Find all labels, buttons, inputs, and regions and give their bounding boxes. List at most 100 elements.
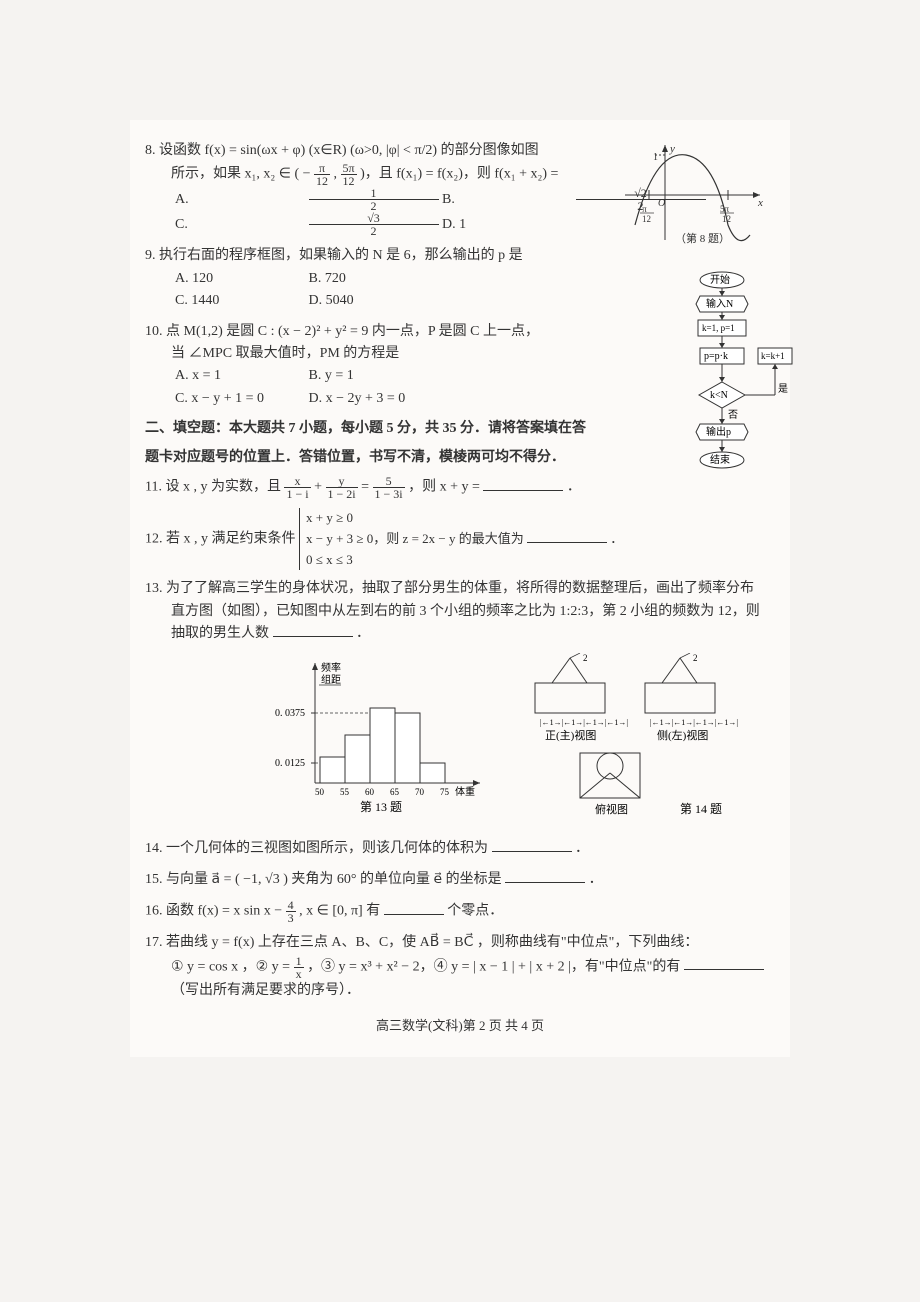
q9-optC: C. 1440 xyxy=(175,290,305,312)
q10-optD: D. x − 2y + 3 = 0 xyxy=(309,388,439,410)
q10-stem: 点 M(1,2) 是圆 C : (x − 2)² + y² = 9 内一点，P … xyxy=(166,324,539,339)
q8-optB-label: B. xyxy=(442,189,572,211)
svg-text:组距: 组距 xyxy=(321,673,341,686)
q12-blank xyxy=(527,529,607,543)
svg-text:70: 70 xyxy=(415,787,425,797)
q16-stem-a: 函数 f(x) = x sin x − xyxy=(166,904,286,919)
svg-text:|←1→|←1→|←1→|←1→|: |←1→|←1→|←1→|←1→| xyxy=(650,718,738,727)
question-13: 13. 为了了解高三学生的身体状况，抽取了部分男生的体重，将所得的数据整理后，画… xyxy=(145,578,775,645)
q11-blank xyxy=(483,477,563,491)
svg-text:55: 55 xyxy=(340,787,350,797)
svg-text:正(主)视图: 正(主)视图 xyxy=(545,728,596,742)
q13-num: 13. xyxy=(145,581,163,596)
q10-stem2: 当 ∠MPC 取最大值时，PM 的方程是 xyxy=(145,343,775,365)
q11-num: 11. xyxy=(145,480,162,495)
q12-tail: ． xyxy=(610,531,623,546)
q11-tail: ． xyxy=(567,480,581,495)
svg-text:2: 2 xyxy=(583,653,588,663)
q12-c3: 0 ≤ x ≤ 3 xyxy=(306,550,623,571)
q16-stem-c: 个零点． xyxy=(447,904,503,919)
q10-num: 10. xyxy=(145,324,163,339)
exam-page: 8. 设函数 f(x) = sin(ωx + φ) (x∈R) (ω>0, |φ… xyxy=(130,120,790,1057)
q13-stem3: 抽取的男生人数 xyxy=(171,626,269,641)
svg-text:65: 65 xyxy=(390,787,400,797)
question-9: 9. 执行右面的程序框图，如果输入的 N 是 6，那么输出的 p 是 A. 12… xyxy=(145,245,775,312)
svg-text:0. 0375: 0. 0375 xyxy=(275,708,305,719)
q15-tail: ． xyxy=(589,872,603,887)
svg-text:结束: 结束 xyxy=(710,453,730,466)
q17-blank xyxy=(684,956,764,970)
q11-stem-c: = xyxy=(361,480,372,495)
q9-optA: A. 120 xyxy=(175,268,305,290)
q15-blank xyxy=(505,869,585,883)
page-footer: 高三数学(文科)第 2 页 共 4 页 xyxy=(145,1016,775,1037)
q12-c2: x − y + 3 ≥ 0，则 z = 2x − y 的最大值为 xyxy=(306,531,524,546)
q16-stem-b: , x ∈ [0, π] 有 xyxy=(299,904,380,919)
q8-optA-label: A. xyxy=(175,189,305,211)
q13-stem2: 直方图（如图），已知图中从左到右的前 3 个小组的频率之比为 1:2:3，第 2… xyxy=(145,601,775,623)
q10-optA: A. x = 1 xyxy=(175,365,305,387)
svg-text:俯视图: 俯视图 xyxy=(595,802,628,816)
q8-stem2b: , xyxy=(334,167,341,182)
q9-optD: D. 5040 xyxy=(309,290,439,312)
q12-c1: x + y ≥ 0 xyxy=(306,508,623,529)
q12-num: 12. xyxy=(145,531,163,546)
q17-stem2b: ，③ y = x³ + x² − 2，④ y = | x − 1 | + | x… xyxy=(307,959,680,974)
q15-stem: 与向量 a⃗ = ( −1, √3 ) 夹角为 60° 的单位向量 e⃗ 的坐标… xyxy=(166,872,502,887)
question-16: 16. 函数 f(x) = x sin x − 43 , x ∈ [0, π] … xyxy=(145,899,775,924)
question-15: 15. 与向量 a⃗ = ( −1, √3 ) 夹角为 60° 的单位向量 e⃗… xyxy=(145,869,775,891)
q8-stem: 设函数 f(x) = sin(ωx + φ) (x∈R) (ω>0, |φ| <… xyxy=(159,143,539,158)
q12-stem-a: 若 x , y 满足约束条件 xyxy=(166,531,299,546)
q14-stem: 一个几何体的三视图如图所示，则该几何体的体积为 xyxy=(166,841,488,856)
svg-text:（第 8 题）: （第 8 题） xyxy=(675,231,730,245)
q17-num: 17. xyxy=(145,935,163,950)
svg-text:x: x xyxy=(757,197,763,209)
svg-text:−π: −π xyxy=(637,204,647,214)
svg-text:1: 1 xyxy=(653,152,658,163)
svg-text:输出p: 输出p xyxy=(706,425,731,438)
figure-area: 频率 组距 0. 0375 0. 0125 50 55 60 65 70 75 … xyxy=(145,653,775,838)
q14-tail: ． xyxy=(575,841,589,856)
svg-text:0. 0125: 0. 0125 xyxy=(275,758,305,769)
q13-stem1: 为了了解高三学生的身体状况，抽取了部分男生的体重，将所得的数据整理后，画出了频率… xyxy=(166,581,754,596)
svg-text:第 14 题: 第 14 题 xyxy=(680,802,722,816)
q9-stem: 执行右面的程序框图，如果输入的 N 是 6，那么输出的 p 是 xyxy=(159,248,523,263)
svg-text:5π: 5π xyxy=(720,204,730,214)
q8-stem2a: 所示，如果 x₁, x₂ ∈ ( − xyxy=(171,167,311,182)
q10-optB: B. y = 1 xyxy=(309,365,439,387)
q13-blank xyxy=(273,623,353,637)
q8-optC-label: C. xyxy=(175,214,305,236)
q14-num: 14. xyxy=(145,841,163,856)
question-11: 11. 设 x , y 为实数，且 x1 − i + y1 − 2i = 51 … xyxy=(145,475,775,500)
q11-stem-d: ，则 x + y = xyxy=(408,480,483,495)
question-12: 12. 若 x , y 满足约束条件 x + y ≥ 0 x − y + 3 ≥… xyxy=(145,508,775,570)
q9-optB: B. 720 xyxy=(309,268,439,290)
q8-stem2c: )，且 f(x₁) = f(x₂)，则 f(x₁ + x₂) = xyxy=(360,167,558,182)
svg-text:|←1→|←1→|←1→|←1→|: |←1→|←1→|←1→|←1→| xyxy=(540,718,628,727)
q16-num: 16. xyxy=(145,904,163,919)
q9-num: 9. xyxy=(145,248,156,263)
svg-text:y: y xyxy=(669,143,675,155)
svg-text:12: 12 xyxy=(642,214,651,224)
question-17: 17. 若曲线 y = f(x) 上存在三点 A、B、C，使 AB⃗ = BC⃗… xyxy=(145,932,775,1002)
three-views: 2 |←1→|←1→|←1→|←1→| 正(主)视图 2 |←1→|←1→|←1… xyxy=(525,653,755,823)
svg-text:是: 是 xyxy=(778,383,788,395)
q14-blank xyxy=(492,838,572,852)
q8-optD: D. 1 xyxy=(442,214,572,236)
svg-text:侧(左)视图: 侧(左)视图 xyxy=(657,728,708,742)
svg-text:60: 60 xyxy=(365,787,375,797)
histogram: 频率 组距 0. 0375 0. 0125 50 55 60 65 70 75 … xyxy=(275,653,495,813)
q10-optC: C. x − y + 1 = 0 xyxy=(175,388,305,410)
svg-text:75: 75 xyxy=(440,787,450,797)
svg-text:体重: 体重 xyxy=(455,785,475,798)
q15-num: 15. xyxy=(145,872,163,887)
q17-stem2a: ① y = cos x ，② y = xyxy=(171,959,294,974)
svg-text:第 13 题: 第 13 题 xyxy=(360,800,402,813)
svg-text:O: O xyxy=(658,198,665,209)
q8-num: 8. xyxy=(145,143,156,158)
q16-blank xyxy=(384,901,444,915)
svg-text:否: 否 xyxy=(728,409,738,421)
question-10: 10. 点 M(1,2) 是圆 C : (x − 2)² + y² = 9 内一… xyxy=(145,321,775,411)
svg-text:50: 50 xyxy=(315,787,325,797)
svg-text:频率: 频率 xyxy=(321,661,341,674)
